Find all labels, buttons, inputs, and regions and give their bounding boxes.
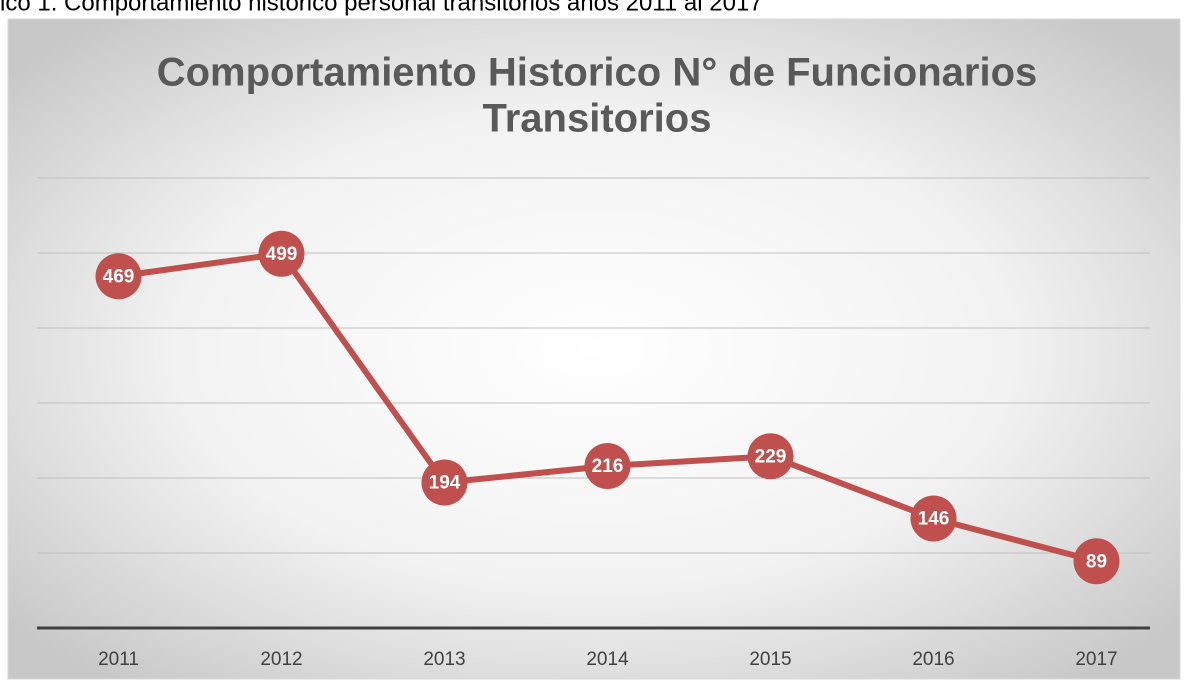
data-label: 229 (755, 446, 787, 467)
data-label: 146 (918, 509, 950, 530)
caption: ico 1. Comportamiento histórico personal… (0, 0, 763, 16)
marker (95, 253, 142, 300)
data-label: 89 (1086, 551, 1107, 572)
x-tick-label: 2013 (423, 649, 465, 670)
x-tick-label: 2014 (586, 649, 629, 670)
x-tick-label: 2011 (98, 649, 139, 670)
marker (747, 433, 794, 480)
marker (1073, 538, 1120, 585)
x-tick-label: 2015 (749, 649, 791, 670)
data-label: 194 (429, 473, 461, 494)
x-tick-label: 2012 (260, 649, 302, 670)
marker (584, 443, 631, 489)
chart-title: Transitorios (483, 97, 712, 141)
data-label: 499 (266, 244, 298, 265)
marker (421, 459, 468, 506)
chart-area (7, 18, 1181, 680)
chart-title: Comportamiento Historico N° de Funcionar… (157, 51, 1038, 95)
x-tick-label: 2017 (1075, 649, 1117, 670)
x-tick-label: 2016 (912, 649, 954, 670)
marker (258, 230, 305, 277)
marker (910, 495, 957, 542)
data-label: 469 (103, 266, 135, 287)
data-label: 216 (592, 456, 624, 477)
